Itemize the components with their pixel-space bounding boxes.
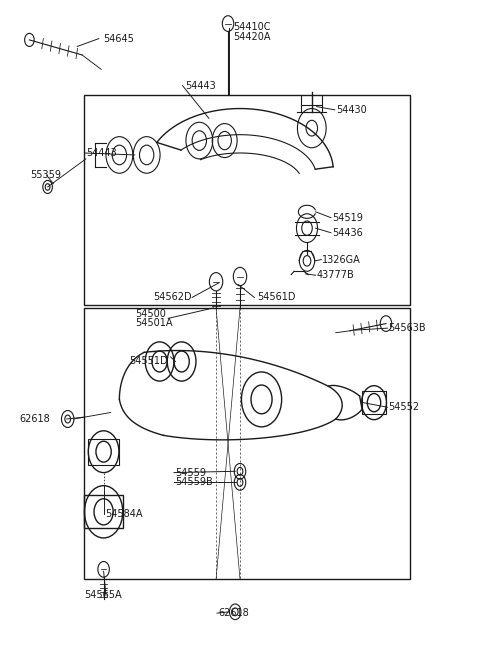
Text: 1326GA: 1326GA [323, 255, 361, 265]
Text: 54559B: 54559B [175, 477, 213, 487]
Bar [84, 308, 410, 579]
Text: 55359: 55359 [30, 170, 61, 180]
Text: 62618: 62618 [20, 414, 50, 424]
Text: 54501A: 54501A [136, 318, 173, 328]
Text: 54436: 54436 [332, 228, 363, 238]
Text: 62618: 62618 [218, 608, 249, 618]
Text: 54559: 54559 [175, 468, 206, 477]
Bar [361, 391, 386, 415]
Text: 54565A: 54565A [84, 590, 122, 601]
Text: 54519: 54519 [332, 213, 363, 223]
Bar [88, 439, 119, 465]
Text: 54562D: 54562D [153, 292, 192, 303]
Bar [84, 495, 123, 528]
Text: 54443: 54443 [86, 148, 117, 158]
Text: 54420A: 54420A [233, 31, 270, 42]
Text: 54430: 54430 [336, 105, 366, 115]
Text: 54563B: 54563B [388, 323, 426, 333]
Text: 54561D: 54561D [257, 292, 295, 303]
Text: 54645: 54645 [104, 33, 134, 44]
Bar [84, 96, 410, 305]
Text: 54551D: 54551D [129, 356, 168, 367]
Text: 43777B: 43777B [317, 271, 354, 280]
Text: 54584A: 54584A [105, 509, 143, 519]
Text: 54552: 54552 [388, 402, 420, 412]
Text: 54410C: 54410C [233, 22, 270, 32]
Text: 54500: 54500 [136, 309, 167, 319]
Text: 54443: 54443 [185, 81, 216, 90]
